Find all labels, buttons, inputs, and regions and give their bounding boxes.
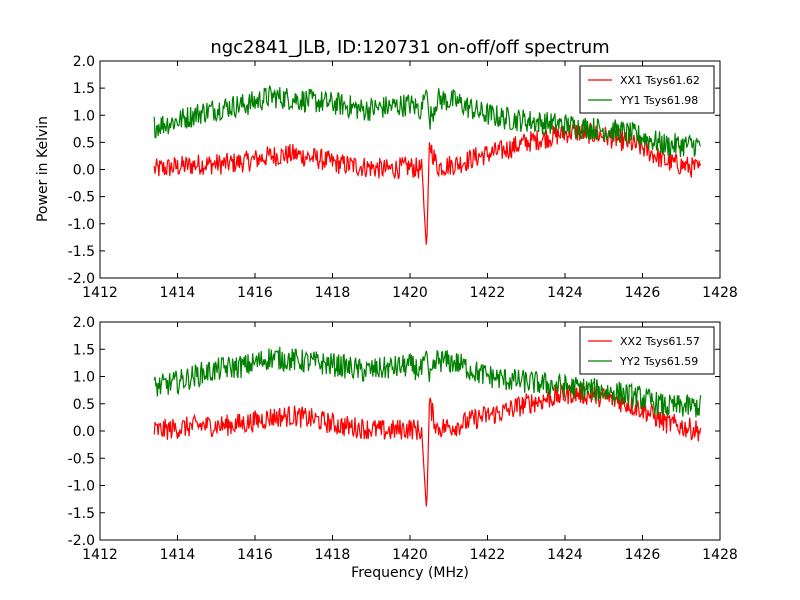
x-tick-label: 1420 bbox=[392, 547, 428, 563]
x-tick-label: 1426 bbox=[625, 547, 661, 563]
x-tick-label: 1414 bbox=[160, 547, 196, 563]
y-tick-label: 1.0 bbox=[73, 108, 95, 124]
x-tick-label: 1424 bbox=[547, 547, 583, 563]
chart-panel-1: 1412 1414 1416 1418 1420 1422 1424 1426 1428 -2.0… bbox=[68, 54, 738, 301]
figure-title: ngc2841_JLB, ID:120731 on-off/off spectr… bbox=[210, 37, 609, 58]
y-tick-label: -0.5 bbox=[68, 190, 95, 206]
x-tick-label: 1424 bbox=[547, 285, 583, 301]
y-tick-label: -2.0 bbox=[68, 533, 95, 549]
x-tick-label: 1422 bbox=[470, 547, 506, 563]
x-axis-label: Frequency (MHz) bbox=[351, 565, 469, 581]
legend-label: XX2 Tsys61.57 bbox=[620, 335, 700, 348]
x-tick-label: 1418 bbox=[315, 547, 351, 563]
x-tick-label: 1416 bbox=[237, 547, 273, 563]
y-tick-label: -1.0 bbox=[68, 479, 95, 495]
x-tick-label: 1428 bbox=[702, 285, 738, 301]
x-tick-label: 1418 bbox=[315, 285, 351, 301]
y-tick-label: 0.5 bbox=[73, 135, 95, 151]
chart-panel-2: 1412 1414 1416 1418 1420 1422 1424 1426 1428 -2.0… bbox=[68, 315, 738, 563]
chart-panels: 1412 1414 1416 1418 1420 1422 1424 1426 1428 -2.0… bbox=[68, 54, 738, 563]
y-tick-label: -0.5 bbox=[68, 451, 95, 467]
legend-label: XX1 Tsys61.62 bbox=[620, 74, 700, 87]
x-tick-label: 1412 bbox=[82, 285, 118, 301]
x-tick-label: 1414 bbox=[160, 285, 196, 301]
series-line-yy2 bbox=[153, 346, 702, 418]
y-tick-label: 1.0 bbox=[73, 370, 95, 386]
y-axis-label: Power in Kelvin bbox=[35, 116, 51, 222]
x-tick-label: 1420 bbox=[392, 285, 428, 301]
series-line-yy1 bbox=[153, 85, 702, 158]
x-tick-label: 1412 bbox=[82, 547, 118, 563]
y-tick-label: -1.5 bbox=[68, 244, 95, 260]
y-tick-label: 1.5 bbox=[73, 81, 95, 97]
legend-label: YY1 Tsys61.98 bbox=[619, 94, 698, 107]
y-tick-label: 2.0 bbox=[73, 54, 95, 70]
series-line-xx2 bbox=[153, 383, 702, 507]
y-tick-label: 0.5 bbox=[73, 397, 95, 413]
y-tick-label: -1.0 bbox=[68, 217, 95, 233]
legend-label: YY2 Tsys61.59 bbox=[619, 355, 698, 368]
y-tick-label: 1.5 bbox=[73, 342, 95, 358]
legend-box bbox=[579, 65, 715, 114]
y-tick-label: -1.5 bbox=[68, 506, 95, 522]
legend-box bbox=[579, 326, 715, 375]
x-tick-label: 1426 bbox=[625, 285, 661, 301]
y-tick-label: 0.0 bbox=[73, 163, 95, 179]
x-tick-label: 1422 bbox=[470, 285, 506, 301]
x-tick-label: 1416 bbox=[237, 285, 273, 301]
y-tick-label: -2.0 bbox=[68, 271, 95, 287]
x-tick-label: 1428 bbox=[702, 547, 738, 563]
y-tick-label: 2.0 bbox=[73, 315, 95, 331]
y-tick-label: 0.0 bbox=[73, 424, 95, 440]
